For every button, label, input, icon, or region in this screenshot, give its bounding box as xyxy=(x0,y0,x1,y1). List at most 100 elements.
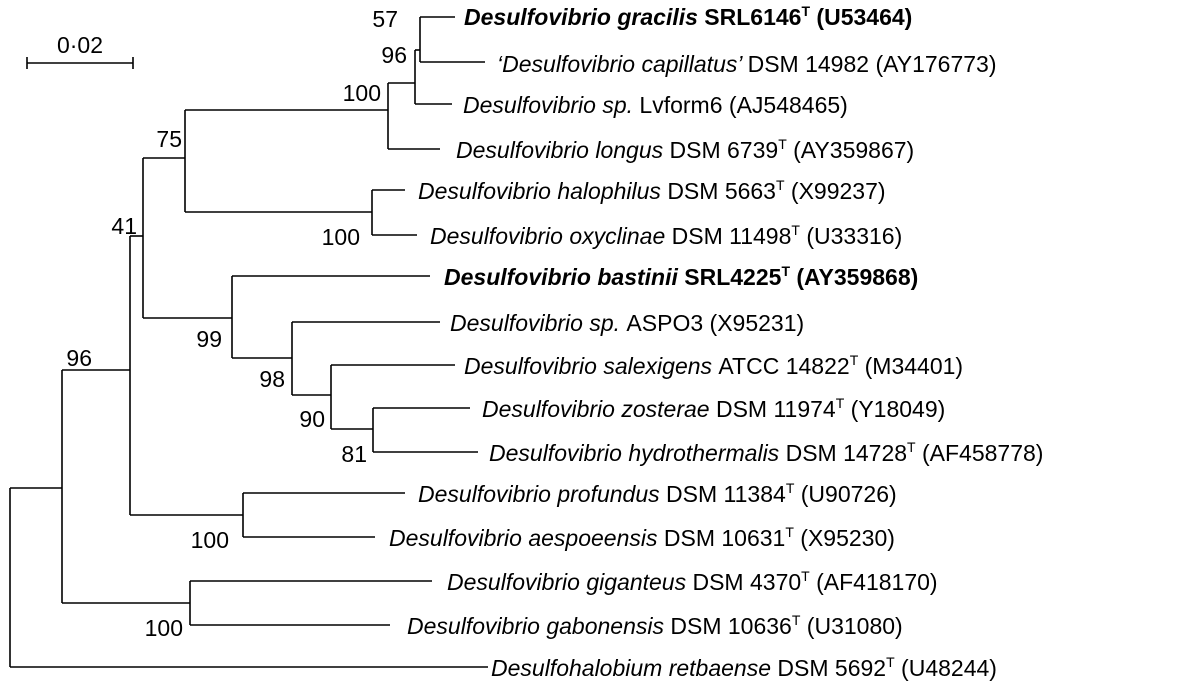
taxon-species: hydrothermalis xyxy=(628,440,785,466)
taxon-species: oxyclinae xyxy=(569,223,671,249)
taxon-label: Desulfohalobium retbaense DSM 5692T (U48… xyxy=(491,654,997,681)
type-strain-marker: T xyxy=(850,352,859,368)
taxon-species: gracilis xyxy=(616,4,704,30)
bootstrap-value: 90 xyxy=(299,406,325,432)
taxon-label: Desulfovibrio salexigens ATCC 14822T (M3… xyxy=(464,352,963,379)
taxon-strain: DSM 10631 xyxy=(664,525,785,551)
bootstrap-value: 81 xyxy=(341,441,367,467)
taxon-genus: Desulfovibrio xyxy=(389,525,528,551)
bootstrap-value: 57 xyxy=(372,6,398,32)
taxon-strain: ATCC 14822 xyxy=(718,353,849,379)
taxon-strain: DSM 14982 xyxy=(748,51,869,77)
taxon-genus: Desulfovibrio xyxy=(463,92,602,118)
taxon-accession: (AY176773) xyxy=(869,51,996,77)
taxon-genus: Desulfovibrio xyxy=(450,310,589,336)
bootstrap-values: 57 96 100 75 100 41 99 98 90 81 100 96 1… xyxy=(66,6,407,641)
taxon-strain: DSM 6739 xyxy=(670,137,779,163)
taxon-genus: Desulfovibrio xyxy=(502,51,641,77)
taxon-species: bastinii xyxy=(597,264,684,290)
taxon-strain: DSM 11974 xyxy=(716,396,836,422)
taxon-species: giganteus xyxy=(586,569,692,595)
taxon-genus: Desulfovibrio xyxy=(489,440,628,466)
type-strain-marker: T xyxy=(801,3,810,19)
taxon-label: Desulfovibrio halophilus DSM 5663T (X992… xyxy=(418,177,886,204)
taxon-accession: (AF418170) xyxy=(810,569,938,595)
taxon-species: salexigens xyxy=(603,353,718,379)
bootstrap-value: 99 xyxy=(196,326,222,352)
type-strain-marker: T xyxy=(786,480,795,496)
taxon-strain: SRL4225 xyxy=(684,264,781,290)
bootstrap-value: 100 xyxy=(343,80,381,106)
bootstrap-value: 96 xyxy=(66,345,92,371)
type-strain-marker: T xyxy=(781,263,790,279)
type-strain-marker: T xyxy=(778,136,787,152)
taxon-accession: (U33316) xyxy=(800,223,902,249)
tree-branches xyxy=(9,16,488,668)
taxon-strain: DSM 5663 xyxy=(667,178,776,204)
taxon-accession: (AY359867) xyxy=(787,137,914,163)
taxon-species: gabonensis xyxy=(546,613,670,639)
bootstrap-value: 100 xyxy=(322,224,360,250)
bootstrap-value: 41 xyxy=(111,213,137,239)
type-strain-marker: T xyxy=(907,439,916,455)
taxon-accession: (AF458778) xyxy=(916,440,1044,466)
type-strain-marker: T xyxy=(776,177,785,193)
taxon-label: Desulfovibrio giganteus DSM 4370T (AF418… xyxy=(447,568,938,595)
taxon-label: Desulfovibrio hydrothermalis DSM 14728T … xyxy=(489,439,1043,466)
taxon-label: ‘Desulfovibrio capillatus’ DSM 14982 (AY… xyxy=(497,51,997,77)
taxon-species: profundus xyxy=(556,481,666,507)
scale-bar: 0·02 xyxy=(26,32,134,69)
taxon-accession: (U53464) xyxy=(810,4,912,30)
taxon-genus: Desulfovibrio xyxy=(456,137,595,163)
taxon-accession: (U90726) xyxy=(794,481,896,507)
bootstrap-value: 98 xyxy=(259,366,285,392)
taxon-label: Desulfovibrio gabonensis DSM 10636T (U31… xyxy=(407,612,903,639)
taxon-genus: Desulfovibrio xyxy=(407,613,546,639)
taxon-accession: (Y18049) xyxy=(844,396,945,422)
taxon-genus: Desulfovibrio xyxy=(418,481,557,507)
taxon-species: sp. xyxy=(589,310,626,336)
taxon-accession: (U31080) xyxy=(800,613,902,639)
taxon-accession: (X95230) xyxy=(794,525,895,551)
type-strain-marker: T xyxy=(792,612,801,628)
taxon-label: Desulfovibrio sp. Lvform6 (AJ548465) xyxy=(463,92,848,118)
taxon-genus: Desulfovibrio xyxy=(418,178,557,204)
type-strain-marker: T xyxy=(791,222,800,238)
taxon-strain: DSM 5692 xyxy=(777,655,886,681)
taxon-strain: SRL6146 xyxy=(704,4,801,30)
taxon-strain: DSM 11498 xyxy=(672,223,792,249)
taxon-accession: (X95231) xyxy=(703,310,804,336)
taxon-labels: Desulfovibrio gracilis SRL6146T (U53464)… xyxy=(389,3,1043,681)
taxon-label: Desulfovibrio gracilis SRL6146T (U53464) xyxy=(464,3,912,30)
taxon-genus: Desulfovibrio xyxy=(447,569,586,595)
taxon-strain: DSM 4370 xyxy=(692,569,801,595)
taxon-species: retbaense xyxy=(669,655,778,681)
taxon-genus: Desulfovibrio xyxy=(444,264,597,290)
taxon-strain: DSM 14728 xyxy=(786,440,907,466)
taxon-label: Desulfovibrio oxyclinae DSM 11498T (U333… xyxy=(430,222,902,249)
taxon-label: Desulfovibrio bastinii SRL4225T (AY35986… xyxy=(444,263,918,290)
taxon-species: capillatus’ xyxy=(641,51,747,77)
type-strain-marker: T xyxy=(801,568,810,584)
bootstrap-value: 96 xyxy=(381,42,407,68)
scale-bar-label: 0·02 xyxy=(57,32,103,58)
taxon-strain: ASPO3 xyxy=(626,310,703,336)
taxon-label: Desulfovibrio profundus DSM 11384T (U907… xyxy=(418,480,897,507)
taxon-genus: Desulfovibrio xyxy=(464,4,617,30)
bootstrap-value: 100 xyxy=(145,615,183,641)
taxon-species: halophilus xyxy=(557,178,667,204)
taxon-label: Desulfovibrio sp. ASPO3 (X95231) xyxy=(450,310,804,336)
taxon-strain: Lvform6 xyxy=(639,92,722,118)
bootstrap-value: 75 xyxy=(156,126,182,152)
taxon-genus: Desulfovibrio xyxy=(482,396,621,422)
taxon-species: zosterae xyxy=(620,396,716,422)
taxon-accession: (AY359868) xyxy=(790,264,918,290)
taxon-species: sp. xyxy=(602,92,639,118)
taxon-strain: DSM 10636 xyxy=(670,613,791,639)
taxon-genus: Desulfovibrio xyxy=(464,353,603,379)
bootstrap-value: 100 xyxy=(191,527,229,553)
type-strain-marker: T xyxy=(785,524,794,540)
taxon-species: aespoeensis xyxy=(528,525,664,551)
